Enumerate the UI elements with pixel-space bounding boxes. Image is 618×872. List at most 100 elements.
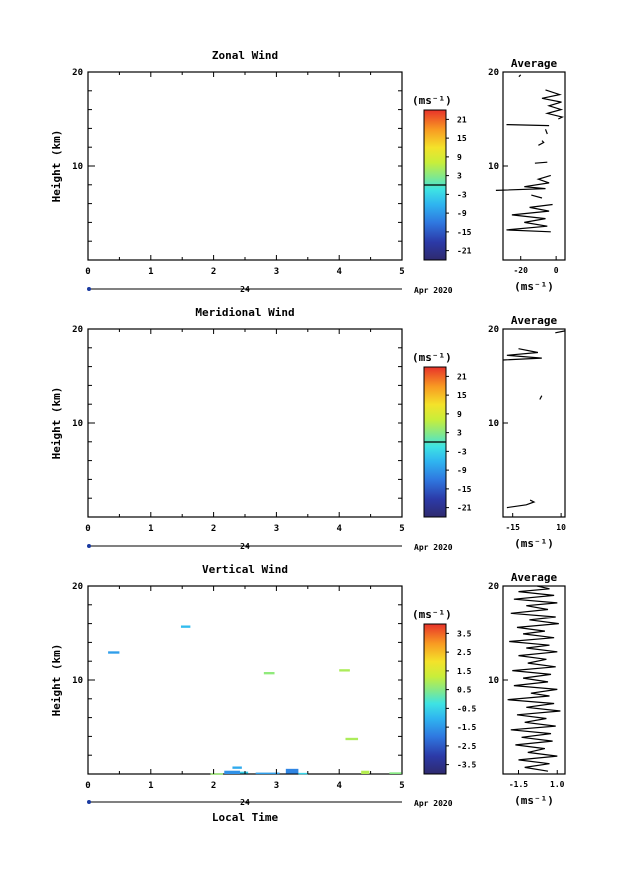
meridional-title: Meridional Wind: [195, 306, 294, 319]
vertical-avg-ytick-label: 10: [488, 676, 499, 686]
meridional-avg-xtick-label: 10: [556, 523, 566, 532]
zonal-colorbar-label: 21: [457, 115, 467, 124]
zonal-avg-profile-line: [544, 129, 548, 135]
zonal-colorbar-label: -15: [457, 228, 472, 237]
meridional-xtick-label: 2: [211, 524, 216, 534]
zonal-colorbar-label: -21: [457, 247, 472, 256]
vertical-cell: [108, 651, 120, 654]
vertical-colorbar-label: -0.5: [457, 704, 476, 713]
meridional-avg-profile-line: [555, 330, 566, 334]
zonal-avg-xtick-label: -20: [513, 266, 528, 275]
zonal-avg-xtick-label: 0: [554, 266, 559, 275]
meridional-colorbar-label: -15: [457, 485, 472, 494]
zonal-colorbar-label: 15: [457, 134, 467, 143]
vertical-xtick-label: 0: [85, 781, 90, 791]
vertical-cell: [210, 773, 224, 775]
zonal-ytick-label: 10: [72, 162, 83, 172]
vertical-cell: [263, 672, 275, 675]
meridional-avg-profile-line: [506, 499, 536, 509]
zonal-x-ticks: 0 1 2 3 4 5: [85, 72, 405, 277]
vertical-avg-xtick-label: -1.5: [509, 780, 528, 789]
zonal-wind-panel: Zonal Wind 0 1 2 3 4 5 10 20 Height (km) 24 Ap…: [50, 49, 566, 295]
vertical-cell: [298, 772, 308, 775]
zonal-plot-frame: [87, 71, 403, 261]
meridional-colorbar-label: 3: [457, 429, 462, 438]
meridional-colorbar-label: -21: [457, 504, 472, 513]
vertical-cell: [285, 768, 299, 774]
meridional-ytick-label: 10: [72, 419, 83, 429]
zonal-xtick-label: 1: [148, 267, 153, 277]
zonal-avg-profile-line: [495, 174, 551, 191]
zonal-xtick-label: 4: [336, 267, 342, 277]
zonal-avg-profile-line: [531, 194, 543, 199]
vertical-colorbar-unit: (ms⁻¹): [412, 608, 452, 621]
zonal-colorbar-label: 9: [457, 153, 462, 162]
zonal-avg-title: Average: [511, 57, 558, 70]
zonal-avg-ytick-label: 10: [488, 162, 499, 172]
meridional-colorbar-label: -3: [457, 447, 467, 456]
meridional-xtick-label: 5: [399, 524, 404, 534]
vertical-xtick-label: 4: [336, 781, 342, 791]
zonal-avg-profile-line: [534, 161, 548, 164]
vertical-cell: [255, 772, 280, 775]
meridional-avg-profile-line: [539, 395, 543, 400]
meridional-ylabel: Height (km): [50, 387, 63, 460]
vertical-colorbar-label: 3.5: [457, 629, 472, 638]
zonal-colorbar-unit: (ms⁻¹): [412, 94, 452, 107]
vertical-title: Vertical Wind: [202, 563, 288, 576]
vertical-colorbar-ticks: 3.5 2.5 1.5 0.5 -0.5 -1.5 -2.5 -3.5: [446, 629, 476, 770]
vertical-cell: [232, 766, 242, 769]
meridional-colorbar-unit: (ms⁻¹): [412, 351, 452, 364]
zonal-title: Zonal Wind: [212, 49, 278, 62]
zonal-date-start-marker: [87, 287, 91, 291]
meridional-avg-ticks: -15 10 10 20: [488, 325, 566, 532]
vertical-colorbar: [423, 623, 447, 775]
meridional-colorbar-label: 9: [457, 410, 462, 419]
vertical-xtick-label: 1: [148, 781, 153, 791]
zonal-avg-ytick-label: 20: [488, 68, 499, 78]
vertical-ylabel: Height (km): [50, 644, 63, 717]
vertical-heatmap-cells: [108, 625, 402, 775]
vertical-xtick-label: 2: [211, 781, 216, 791]
vertical-plot-frame: [87, 585, 403, 775]
vertical-cell: [339, 669, 350, 672]
zonal-xtick-label: 0: [85, 267, 90, 277]
zonal-avg-profile-line: [541, 89, 565, 120]
meridional-plot-frame: [87, 328, 403, 518]
vertical-avg-ticks: -1.5 1.0 10 20: [488, 582, 565, 789]
vertical-date-month: Apr 2020: [414, 799, 453, 808]
meridional-avg-xtick-label: -15: [505, 523, 520, 532]
vertical-x-ticks: 0 1 2 3 4 5: [85, 586, 405, 791]
vertical-wind-panel: Vertical Wind 0 1 2 3 4 5 10 20 Height (km) 24…: [50, 563, 566, 824]
meridional-colorbar-label: 21: [457, 372, 467, 381]
zonal-avg-profile-line: [506, 124, 550, 127]
zonal-avg-profile-line: [506, 203, 553, 233]
vertical-colorbar-label: 2.5: [457, 648, 472, 657]
meridional-xtick-label: 4: [336, 524, 342, 534]
meridional-x-ticks: 0 1 2 3 4 5: [85, 329, 405, 534]
vertical-cell: [224, 770, 240, 774]
meridional-xtick-label: 3: [274, 524, 279, 534]
meridional-date-start-marker: [87, 544, 91, 548]
zonal-colorbar-label: -3: [457, 190, 467, 199]
vertical-avg-xtick-label: 1.0: [550, 780, 565, 789]
vertical-cell: [389, 772, 402, 774]
vertical-cell: [361, 770, 370, 774]
zonal-ylabel: Height (km): [50, 130, 63, 203]
vertical-avg-title: Average: [511, 571, 558, 584]
zonal-avg-ticks: -20 0 10 20: [488, 68, 559, 275]
zonal-xtick-label: 2: [211, 267, 216, 277]
zonal-y-ticks: 10 20: [72, 68, 402, 242]
zonal-avg-frame: [502, 71, 566, 261]
zonal-avg-profile-line: [518, 74, 522, 78]
vertical-colorbar-label: 0.5: [457, 686, 472, 695]
zonal-colorbar-ticks: 21 15 9 3 -3 -9 -15 -21: [424, 115, 472, 256]
meridional-avg-ytick-label: 20: [488, 325, 499, 335]
vertical-colorbar-label: 1.5: [457, 667, 472, 676]
vertical-colorbar-label: -1.5: [457, 723, 476, 732]
zonal-date-day: 24: [240, 285, 250, 294]
meridional-xtick-label: 0: [85, 524, 90, 534]
zonal-colorbar-label: 3: [457, 172, 462, 181]
